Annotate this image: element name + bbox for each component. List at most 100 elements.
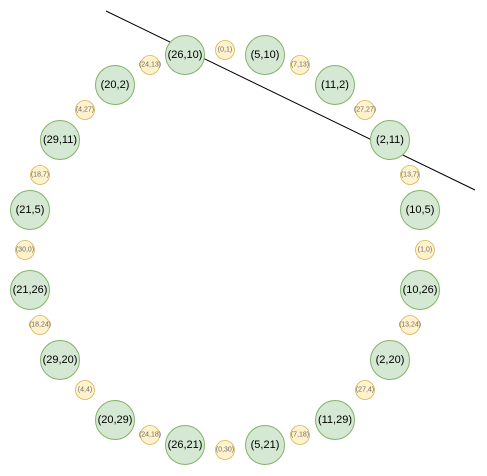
big-node-label: (26,21) [168, 439, 203, 451]
small-node-circle [140, 425, 160, 445]
small-node: (24,13) [139, 55, 161, 75]
small-node-label: (7,18) [291, 432, 309, 439]
big-node-circle [315, 65, 355, 105]
big-node-label: (26,10) [168, 49, 203, 61]
small-node-label: (18,24) [29, 322, 51, 329]
big-node-circle [165, 425, 205, 465]
big-node: (10,5) [400, 190, 440, 230]
big-node-circle [370, 120, 410, 160]
small-node: (7,18) [290, 425, 310, 445]
big-node-circle [10, 270, 50, 310]
small-node-circle [75, 100, 95, 120]
big-node-circle [95, 65, 135, 105]
small-node-circle [290, 55, 310, 75]
big-node-label: (20,2) [101, 79, 130, 91]
small-node: (4,27) [75, 100, 95, 120]
small-node: (27,4) [355, 380, 375, 400]
small-node-circle [400, 315, 420, 335]
big-node-label: (5,21) [251, 439, 280, 451]
big-node-circle [245, 35, 285, 75]
small-node-circle [355, 380, 375, 400]
small-node-label: (30,0) [16, 247, 34, 254]
big-node-label: (5,10) [251, 49, 280, 61]
small-node: (24,18) [139, 425, 161, 445]
small-node: (18,7) [30, 165, 50, 185]
small-node-label: (4,27) [76, 107, 94, 114]
small-node: (30,0) [15, 240, 35, 260]
small-node: (1,0) [415, 240, 435, 260]
big-node-label: (10,5) [406, 204, 435, 216]
big-node: (20,29) [95, 400, 135, 440]
small-node-label: (27,27) [354, 107, 376, 114]
big-node-circle [370, 340, 410, 380]
big-node-label: (2,20) [376, 354, 405, 366]
small-node-label: (0,1) [218, 47, 232, 54]
big-node-circle [165, 35, 205, 75]
big-node: (26,21) [165, 425, 205, 465]
big-node-label: (21,26) [13, 284, 48, 296]
small-node-label: (13,24) [399, 322, 421, 329]
small-node: (13,24) [399, 315, 421, 335]
big-node-circle [400, 190, 440, 230]
small-node: (18,24) [29, 315, 51, 335]
big-node: (2,11) [370, 120, 410, 160]
small-node-circle [30, 165, 50, 185]
small-node-label: (0,30) [216, 447, 234, 454]
big-node-circle [40, 120, 80, 160]
small-node-label: (24,18) [139, 432, 161, 439]
big-node-label: (20,29) [98, 414, 133, 426]
small-node: (4,4) [75, 380, 95, 400]
small-node-circle [140, 55, 160, 75]
big-node-label: (21,5) [16, 204, 45, 216]
big-node: (11,29) [315, 400, 355, 440]
big-node: (29,20) [40, 340, 80, 380]
big-node-label: (29,11) [43, 134, 77, 146]
big-node: (21,26) [10, 270, 50, 310]
big-node: (20,2) [95, 65, 135, 105]
small-node-circle [415, 240, 435, 260]
big-node-layer: (26,10) (5,10) (11,2) (2,11) (10,5) (10,26) (2… [10, 35, 440, 465]
big-node-circle [315, 400, 355, 440]
big-node: (10,26) [400, 270, 440, 310]
big-node-label: (11,29) [318, 414, 352, 426]
small-node-circle [215, 40, 235, 60]
big-node: (21,5) [10, 190, 50, 230]
big-node-label: (11,2) [321, 79, 349, 91]
small-node-circle [215, 440, 235, 460]
small-node-circle [290, 425, 310, 445]
small-node-label: (27,4) [356, 387, 374, 394]
small-node-label: (13,7) [401, 172, 419, 179]
small-node-circle [75, 380, 95, 400]
big-node-label: (29,20) [43, 354, 78, 366]
big-node: (26,10) [165, 35, 205, 75]
big-node-label: (10,26) [403, 284, 438, 296]
small-node: (27,27) [354, 100, 376, 120]
big-node-label: (2,11) [376, 134, 404, 146]
small-node-label: (24,13) [139, 62, 161, 69]
small-node: (13,7) [400, 165, 420, 185]
big-node: (5,21) [245, 425, 285, 465]
small-node-label: (18,7) [31, 172, 49, 179]
big-node-circle [400, 270, 440, 310]
small-node-label: (7,13) [291, 62, 309, 69]
big-node-circle [40, 340, 80, 380]
small-node-label: (1,0) [418, 247, 432, 254]
big-node: (29,11) [40, 120, 80, 160]
small-node-circle [15, 240, 35, 260]
small-node-circle [30, 315, 50, 335]
big-node: (2,20) [370, 340, 410, 380]
big-node-circle [95, 400, 135, 440]
small-node-circle [400, 165, 420, 185]
big-node: (5,10) [245, 35, 285, 75]
small-node: (0,30) [215, 440, 235, 460]
small-node-layer: (0,1) (7,13) (27,27) (13,7) (1,0) (13,24) (27,… [15, 40, 435, 460]
small-node-label: (4,4) [78, 387, 92, 394]
small-node: (0,1) [215, 40, 235, 60]
small-node-circle [355, 100, 375, 120]
big-node: (11,2) [315, 65, 355, 105]
small-node: (7,13) [290, 55, 310, 75]
big-node-circle [245, 425, 285, 465]
cut-line [105, 10, 476, 191]
